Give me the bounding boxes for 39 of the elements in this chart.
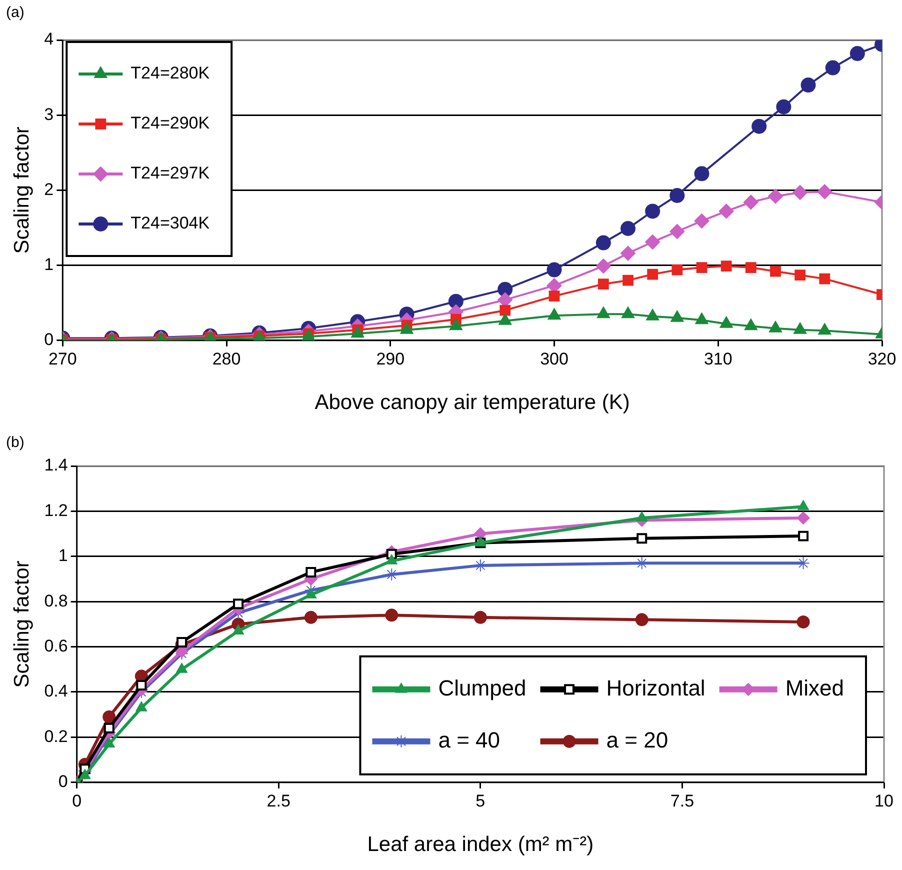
- y-tick-label: 1.2: [44, 500, 68, 520]
- x-tick-label: 300: [540, 349, 568, 368]
- chart-title: (a): [6, 4, 24, 22]
- y-tick-label: 0.4: [44, 682, 68, 701]
- x-tick-label: 310: [704, 349, 732, 368]
- y-axis-title: Scaling factor: [10, 126, 34, 254]
- chart-title: (b): [6, 434, 24, 452]
- y-tick-label: 1.4: [44, 456, 68, 475]
- x-axis-title: Above canopy air temperature (K): [314, 391, 630, 414]
- legend-label: a = 40: [438, 727, 500, 752]
- x-tick-label: 5: [476, 791, 486, 810]
- x-axis-title: Leaf area index (m² m⁻²): [367, 833, 594, 856]
- legend-label: T24=280K: [130, 64, 210, 83]
- y-tick-label: 1: [58, 546, 68, 566]
- y-tick-label: 4: [44, 30, 54, 49]
- y-tick-label: 0.8: [44, 591, 68, 610]
- x-tick-label: 320: [868, 349, 896, 368]
- legend-label: a = 20: [606, 727, 668, 752]
- y-tick-label: 0.6: [44, 636, 68, 656]
- x-tick-label: 7.5: [670, 791, 694, 810]
- y-tick-label: 2: [44, 180, 54, 199]
- y-tick-label: 0.2: [44, 726, 68, 746]
- y-tick-label: 1: [44, 254, 54, 274]
- x-tick-label: 290: [376, 349, 405, 368]
- legend-label: T24=297K: [130, 164, 210, 183]
- x-tick-label: 0: [72, 791, 82, 810]
- x-tick-label: 2.5: [266, 791, 290, 810]
- y-tick-label: 3: [44, 104, 54, 124]
- legend-label: Horizontal: [606, 675, 706, 700]
- x-tick-label: 270: [48, 349, 77, 368]
- legend-label: T24=290K: [130, 114, 210, 133]
- y-tick-label: 0: [44, 330, 54, 350]
- legend-label: Mixed: [785, 675, 844, 700]
- x-tick-label: 280: [212, 349, 241, 368]
- y-axis-title: Scaling factor: [10, 560, 34, 688]
- legend-label: Clumped: [438, 675, 526, 700]
- x-tick-label: 10: [874, 791, 894, 810]
- y-tick-label: 0: [58, 772, 68, 792]
- legend-label: T24=304K: [130, 214, 210, 233]
